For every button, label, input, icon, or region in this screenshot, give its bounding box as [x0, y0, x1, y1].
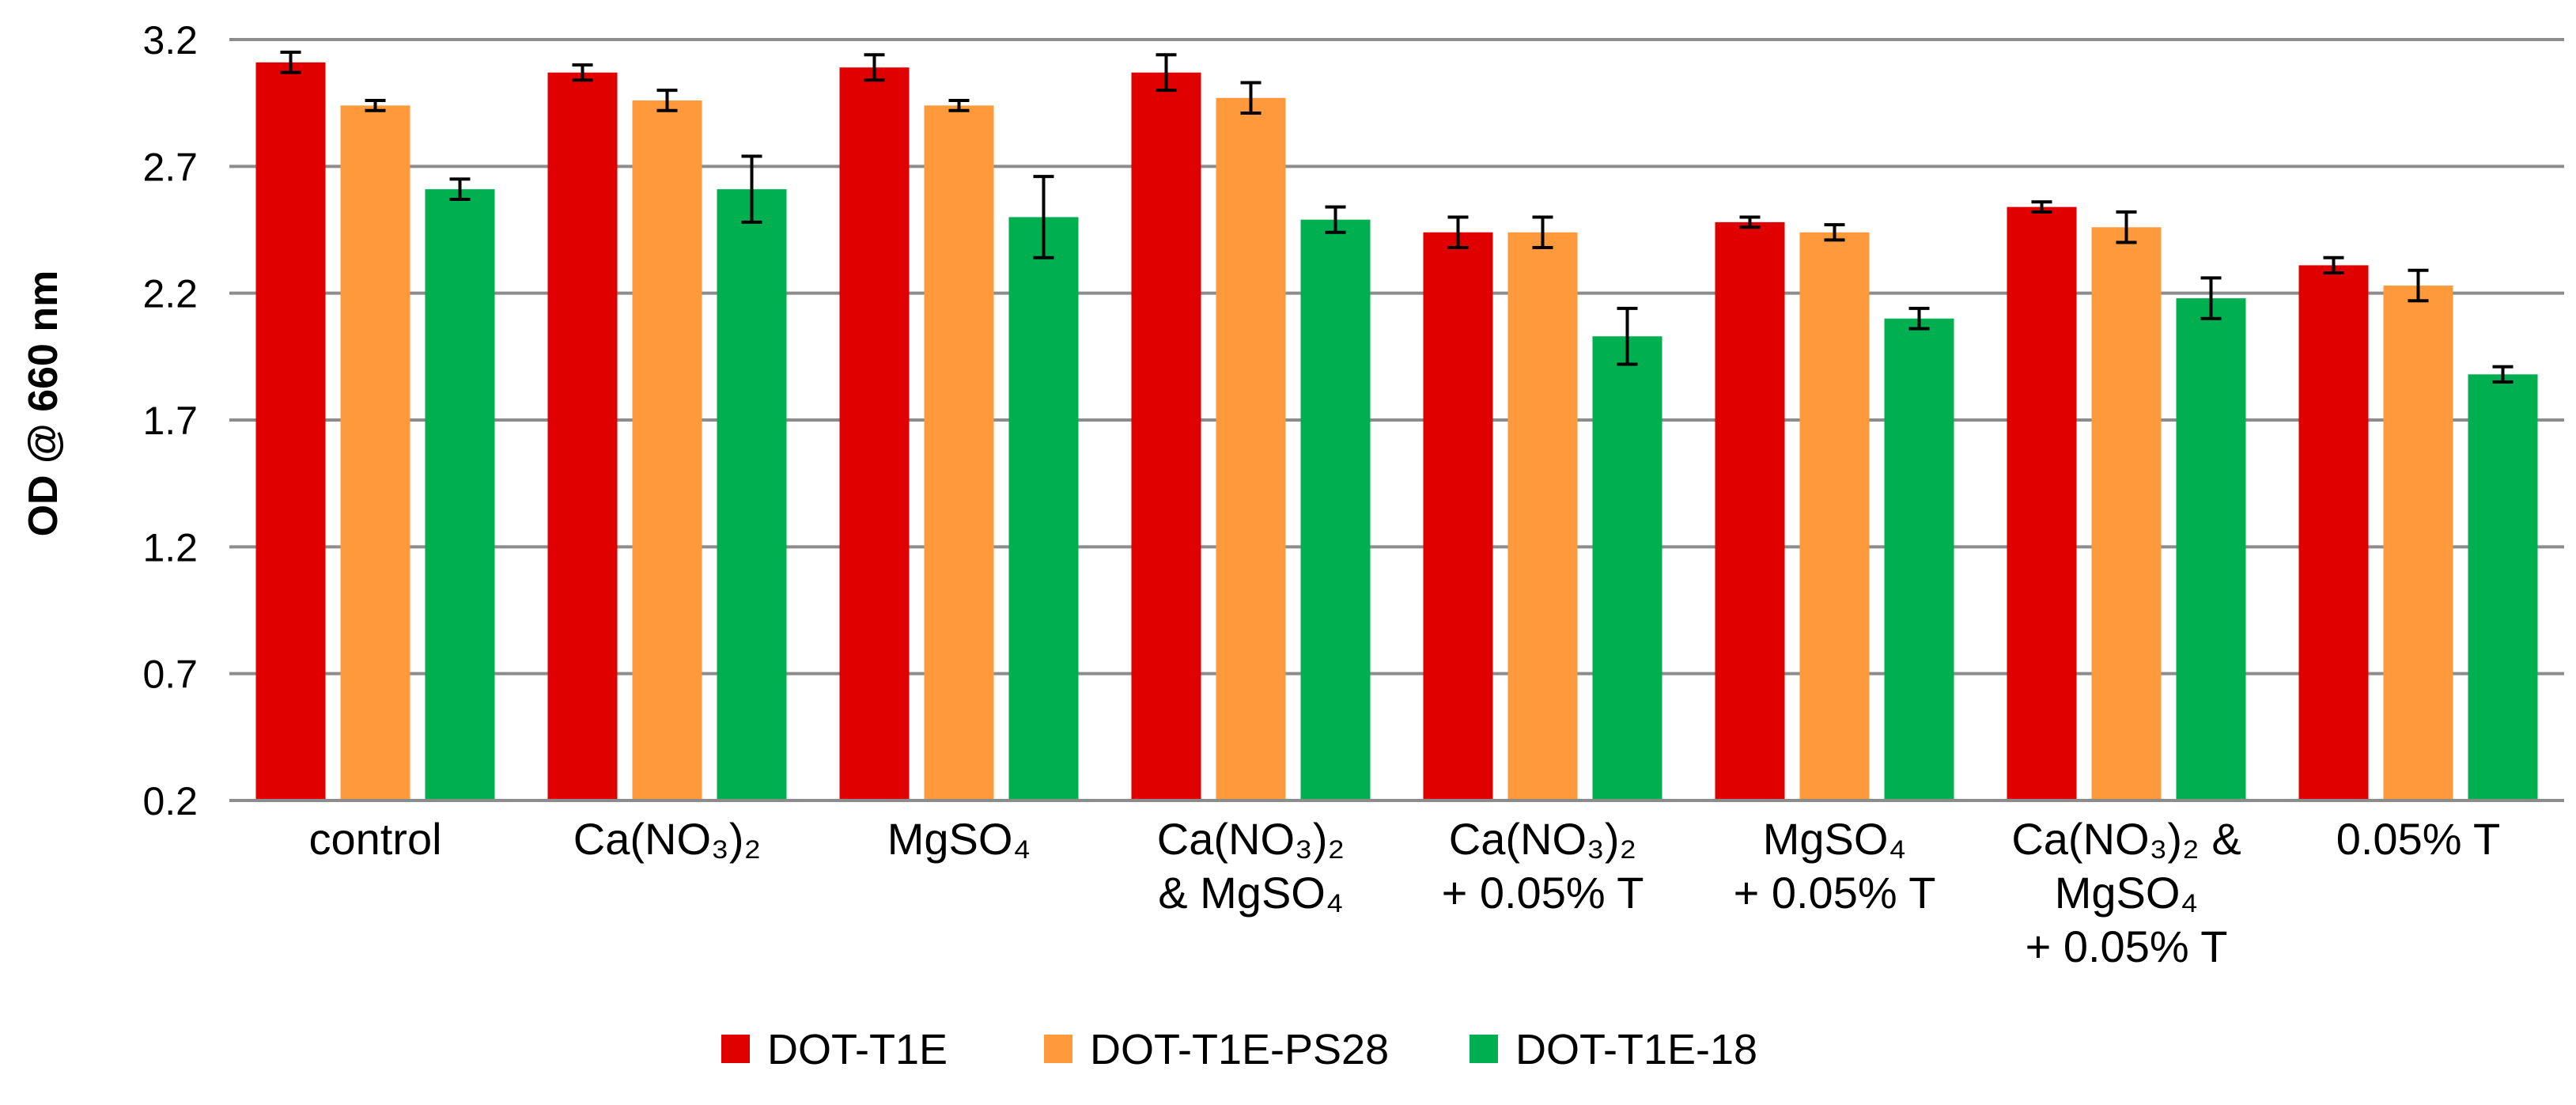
bar: [2383, 286, 2453, 801]
category-labels: control Ca(NO₃)₂ MgSO₄ Ca(NO₃)₂ & MgSO₄ Ca(NO…: [308, 814, 2500, 971]
category-label: Ca(NO₃)₂ & MgSO₄: [1157, 814, 1345, 918]
error-bar: [1824, 223, 1845, 242]
error-bar: [1447, 215, 1469, 249]
y-tick-label: 3.2: [142, 18, 198, 62]
error-bar: [1532, 215, 1553, 249]
error-bar: [2408, 268, 2429, 303]
error-bar: [656, 89, 678, 112]
bar: [2176, 298, 2246, 801]
category-label: 0.05% T: [2336, 814, 2501, 864]
error-bar: [1739, 215, 1761, 229]
error-bar: [1156, 53, 1177, 93]
category-label: Ca(NO₃)₂: [573, 814, 761, 864]
y-tick-label: 1.2: [142, 525, 198, 570]
y-tick-label: 2.2: [142, 272, 198, 316]
bar: [2468, 374, 2538, 800]
bar: [1131, 72, 1201, 801]
bar: [1799, 232, 1870, 800]
y-tick-label: 2.7: [142, 145, 198, 189]
y-tick-label: 0.7: [142, 653, 198, 697]
y-tick-labels: 0.2 0.7 1.2 1.7 2.2 2.7 3.2: [142, 18, 198, 823]
bar: [1216, 97, 1286, 800]
bars: [255, 62, 2538, 801]
error-bar: [2031, 200, 2052, 214]
error-bar: [741, 154, 762, 224]
legend-swatch: [1470, 1035, 1498, 1063]
error-bar: [1240, 81, 1262, 115]
legend-label: DOT-T1E-PS28: [1090, 1026, 1389, 1073]
error-bar: [2323, 255, 2344, 275]
bar: [924, 105, 994, 800]
error-bar: [449, 177, 471, 202]
bar: [1008, 217, 1079, 800]
error-bar: [572, 63, 593, 82]
legend: DOT-T1E DOT-T1E-PS28 DOT-T1E-18: [721, 1026, 1757, 1073]
y-axis-label: OD @ 660 nm: [21, 271, 66, 537]
error-bar: [1033, 175, 1054, 259]
error-bar: [365, 98, 386, 112]
y-tick-label: 0.2: [142, 779, 198, 823]
error-bar: [1908, 306, 1930, 331]
category-label: MgSO₄: [887, 814, 1031, 864]
error-bar: [864, 53, 885, 82]
category-label: Ca(NO₃)₂ + 0.05% T: [1442, 814, 1644, 918]
error-bar: [948, 98, 970, 112]
bar: [1715, 221, 1785, 800]
y-tick-label: 1.7: [142, 399, 198, 443]
bar: [1507, 232, 1578, 800]
category-label: MgSO₄ + 0.05% T: [1734, 814, 1936, 918]
gridlines: [229, 38, 2564, 675]
bar: [1884, 318, 1954, 800]
legend-label: DOT-T1E: [767, 1026, 948, 1073]
bar: [839, 67, 910, 801]
bar: [2298, 265, 2369, 801]
error-bar: [2200, 276, 2222, 320]
bar: [2091, 227, 2162, 800]
bar: [1592, 336, 1662, 800]
bar: [1423, 232, 1493, 800]
category-label: control: [308, 814, 441, 864]
bar: [632, 100, 702, 800]
error-bar: [2116, 210, 2137, 244]
error-bar: [1325, 205, 1346, 234]
error-bar: [2492, 365, 2514, 384]
bar: [717, 189, 787, 800]
error-bars: [280, 51, 2514, 384]
bar: [340, 105, 410, 800]
bar: [1300, 219, 1371, 800]
error-bar: [280, 51, 301, 74]
bar: [425, 189, 495, 800]
legend-swatch: [1044, 1035, 1072, 1063]
bar: [255, 62, 326, 801]
bar: [547, 72, 618, 801]
legend-label: DOT-T1E-18: [1515, 1026, 1757, 1073]
bar: [2007, 206, 2077, 800]
error-bar: [1617, 306, 1638, 366]
category-label: Ca(NO₃)₂ & MgSO₄ + 0.05% T: [2011, 814, 2241, 971]
legend-swatch: [721, 1035, 750, 1063]
